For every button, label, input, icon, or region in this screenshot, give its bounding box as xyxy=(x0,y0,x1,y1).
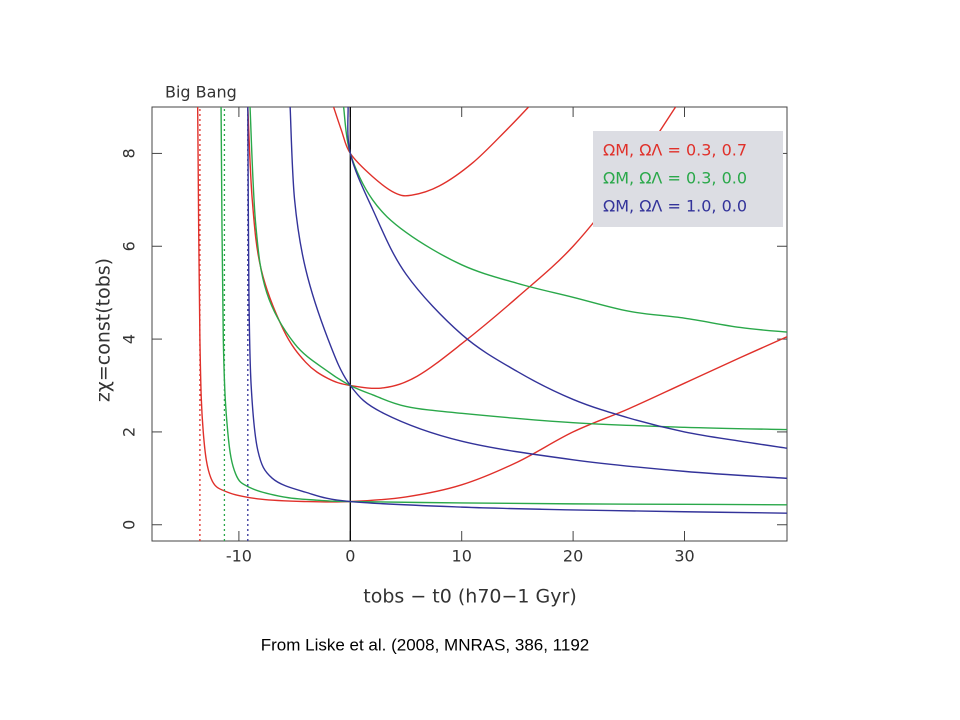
y-tick-label: 2 xyxy=(120,427,139,437)
curve xyxy=(347,107,787,449)
y-tick-label: 8 xyxy=(120,148,139,158)
curve xyxy=(289,107,787,480)
legend-entry: ΩM, ΩΛ = 0.3, 0.0 xyxy=(603,169,747,188)
x-tick-label: -10 xyxy=(226,547,252,566)
x-axis-label: tobs − t0 (h70−1 Gyr) xyxy=(363,586,576,608)
curve xyxy=(332,107,530,197)
annotation: Big Bang xyxy=(165,83,237,102)
legend-entry: ΩM, ΩΛ = 0.3, 0.7 xyxy=(603,141,747,160)
y-tick-label: 0 xyxy=(120,520,139,530)
curve xyxy=(220,107,787,506)
y-axis-label: zχ=const(tobs) xyxy=(93,258,115,402)
x-tick-label: 0 xyxy=(345,547,355,566)
curve xyxy=(249,107,787,431)
caption: From Liske et al. (2008, MNRAS, 386, 119… xyxy=(261,635,590,654)
y-tick-label: 6 xyxy=(120,241,139,251)
x-tick-label: 30 xyxy=(674,547,694,566)
plot-frame xyxy=(151,106,788,542)
y-tick-label: 4 xyxy=(120,334,139,344)
curve xyxy=(247,107,787,514)
plot-area xyxy=(196,107,787,541)
legend-entry: ΩM, ΩΛ = 1.0, 0.0 xyxy=(603,197,747,216)
x-tick-label: 10 xyxy=(452,547,472,566)
curve xyxy=(342,107,787,333)
legend-box xyxy=(593,131,783,227)
x-tick-label: 20 xyxy=(563,547,583,566)
